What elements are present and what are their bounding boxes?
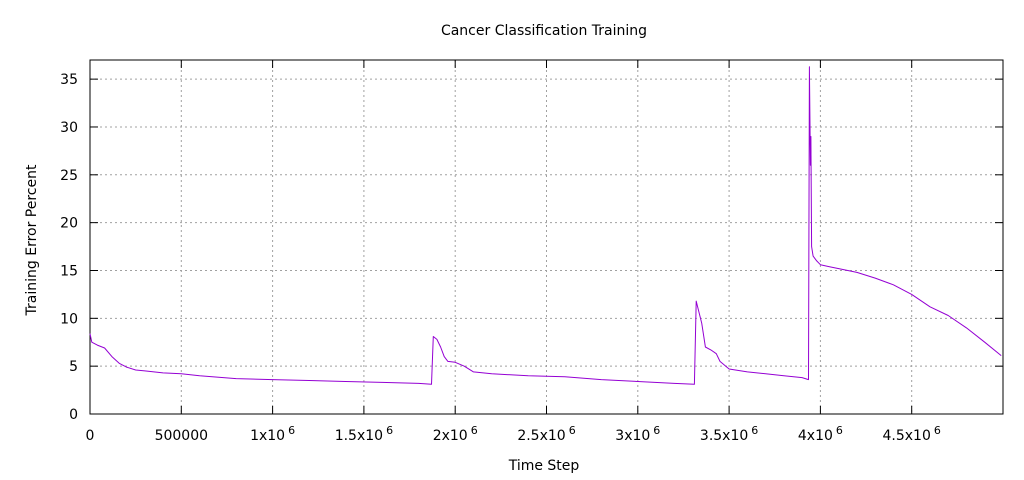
x-tick-label: 0 xyxy=(86,428,95,444)
x-tick-label: 4.5x10 6 xyxy=(883,424,941,444)
x-tick-label: 500000 xyxy=(155,428,208,444)
y-tick-label: 30 xyxy=(60,120,78,136)
grid-lines xyxy=(90,60,1003,414)
y-axis-label: Training Error Percent xyxy=(24,164,40,316)
y-tick-labels: 0 5 10 15 20 25 30 35 xyxy=(60,72,78,423)
axis-ticks xyxy=(89,60,1003,415)
x-tick-label: 1x10 6 xyxy=(250,424,295,444)
series-line-0 xyxy=(89,66,1002,385)
x-tick-labels: 0 500000 1x10 6 1.5x10 6 2x10 6 2.5x10 6 3x10 6 3.5x… xyxy=(86,424,941,444)
x-tick-label: 3x10 6 xyxy=(615,424,660,444)
y-tick-label: 10 xyxy=(60,311,78,327)
x-tick-label: 2.5x10 6 xyxy=(517,424,575,444)
y-tick-label: 20 xyxy=(60,216,78,232)
x-tick-label: 2x10 6 xyxy=(433,424,478,444)
chart-title: Cancer Classification Training xyxy=(441,23,647,39)
x-tick-label: 4x10 6 xyxy=(798,424,843,444)
series-layer xyxy=(89,66,1002,385)
x-tick-label: 1.5x10 6 xyxy=(335,424,393,444)
x-tick-label: 3.5x10 6 xyxy=(700,424,758,444)
y-tick-label: 25 xyxy=(60,168,78,184)
y-tick-label: 15 xyxy=(60,263,78,279)
y-tick-label: 0 xyxy=(69,407,78,423)
x-axis-label: Time Step xyxy=(508,458,580,474)
y-tick-label: 35 xyxy=(60,72,78,88)
y-tick-label: 5 xyxy=(69,359,78,375)
